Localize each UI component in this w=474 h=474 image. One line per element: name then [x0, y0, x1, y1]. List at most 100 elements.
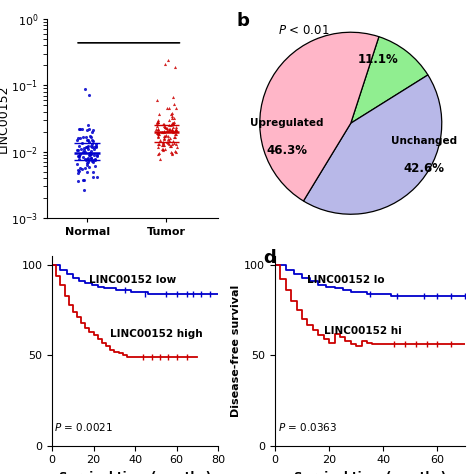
Point [169, 123, 177, 131]
Point [170, 118, 178, 126]
Y-axis label: Disease-free survival: Disease-free survival [231, 284, 241, 417]
Point [168, 119, 175, 127]
Point [90, 169, 97, 176]
Point [155, 149, 163, 156]
Point [75, 167, 83, 175]
Point [164, 104, 171, 112]
Point [79, 133, 86, 141]
Text: LINC00152 high: LINC00152 high [110, 329, 203, 339]
Point [155, 132, 162, 139]
Point [90, 156, 97, 164]
Point [167, 143, 175, 150]
Point [85, 138, 92, 146]
Point [167, 110, 174, 118]
Point [165, 105, 173, 112]
Point [155, 151, 162, 158]
Point [84, 155, 91, 162]
Point [154, 118, 162, 126]
Point [86, 151, 93, 159]
Point [173, 141, 180, 148]
Point [159, 146, 166, 153]
Point [154, 144, 162, 151]
Text: 11.1%: 11.1% [358, 53, 399, 66]
Point [89, 136, 96, 144]
Point [158, 128, 166, 136]
Point [165, 117, 173, 124]
Point [160, 127, 168, 135]
Point [159, 140, 167, 147]
Point [92, 143, 100, 151]
Point [90, 145, 98, 153]
Point [160, 141, 167, 149]
Point [171, 139, 178, 147]
Point [153, 97, 160, 104]
Point [85, 164, 93, 171]
Point [155, 111, 163, 118]
Point [173, 123, 180, 130]
Point [87, 134, 95, 141]
Text: $\it{P}$ < 0.01: $\it{P}$ < 0.01 [278, 24, 329, 37]
Point [159, 145, 166, 153]
Point [153, 125, 160, 133]
Point [163, 124, 170, 131]
Point [74, 152, 82, 160]
Point [86, 150, 93, 157]
Point [79, 139, 86, 146]
Point [160, 134, 168, 141]
Point [84, 136, 92, 144]
Point [168, 112, 175, 119]
Point [93, 153, 100, 160]
Point [168, 109, 176, 116]
Point [159, 138, 166, 146]
Point [164, 139, 172, 146]
Point [82, 143, 90, 151]
Wedge shape [351, 36, 428, 123]
Point [86, 126, 93, 133]
Point [90, 127, 97, 134]
Point [154, 126, 161, 133]
Point [156, 136, 164, 144]
Point [75, 155, 82, 163]
Point [75, 142, 82, 150]
Point [171, 127, 179, 135]
Text: $\it{P}$ = 0.0021: $\it{P}$ = 0.0021 [54, 421, 113, 433]
Point [74, 134, 82, 142]
Point [161, 60, 169, 68]
Point [76, 164, 84, 172]
Point [171, 130, 179, 138]
Point [168, 149, 175, 157]
Point [76, 151, 84, 158]
Point [168, 127, 176, 134]
Text: $\it{P}$ = 0.0363: $\it{P}$ = 0.0363 [278, 421, 337, 433]
Point [173, 144, 181, 151]
Point [154, 125, 162, 132]
Point [169, 119, 177, 127]
Point [160, 128, 168, 136]
Point [161, 146, 169, 153]
Point [168, 150, 175, 157]
Point [84, 121, 92, 128]
Point [160, 135, 168, 143]
Point [78, 165, 86, 173]
Point [168, 125, 176, 132]
Point [164, 56, 172, 64]
Point [164, 135, 172, 143]
Point [88, 128, 95, 136]
Point [88, 143, 95, 150]
Point [73, 136, 81, 144]
Point [91, 156, 99, 164]
Point [74, 166, 82, 173]
Point [163, 126, 170, 134]
Point [155, 128, 162, 136]
Point [83, 126, 91, 134]
Point [88, 140, 96, 147]
Point [168, 126, 175, 134]
Point [166, 135, 173, 142]
Point [159, 120, 167, 128]
Point [156, 155, 164, 163]
Point [73, 146, 81, 154]
Point [163, 138, 170, 146]
Text: b: b [237, 12, 250, 30]
Point [76, 135, 84, 142]
Point [84, 143, 92, 150]
